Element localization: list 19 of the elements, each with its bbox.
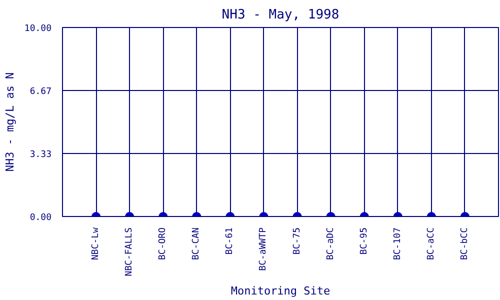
y-tick-label: 10.00 [24, 24, 52, 34]
x-tick-label: BC-61 [225, 228, 236, 255]
y-tick-label: 6.67 [30, 86, 52, 97]
chart-title: NH3 - May, 1998 [222, 8, 340, 22]
x-axis-title: Monitoring Site [230, 284, 330, 298]
x-tick-label: BC-aDC [326, 227, 336, 260]
x-tick-label: BC-ORO [158, 227, 168, 260]
x-tick-label: BC-aWWTP [258, 226, 269, 271]
x-tick-label: BC-CAN [192, 227, 202, 260]
x-tick-label: BC-107 [392, 227, 403, 260]
y-axis-title: NH3 - mg/L as N [3, 72, 16, 172]
x-tick-label: NBC-Lw [91, 226, 102, 260]
y-tick-label: 3.33 [30, 150, 52, 160]
y-tick-label: 0.00 [30, 213, 52, 223]
x-tick-label: BC-bCC [460, 227, 470, 260]
x-tick-label: BC-75 [292, 228, 302, 255]
x-tick-label: BC-95 [359, 228, 370, 255]
x-tick-label: NBC-FALLS [124, 227, 135, 276]
x-tick-label: BC-aCC [426, 227, 436, 260]
